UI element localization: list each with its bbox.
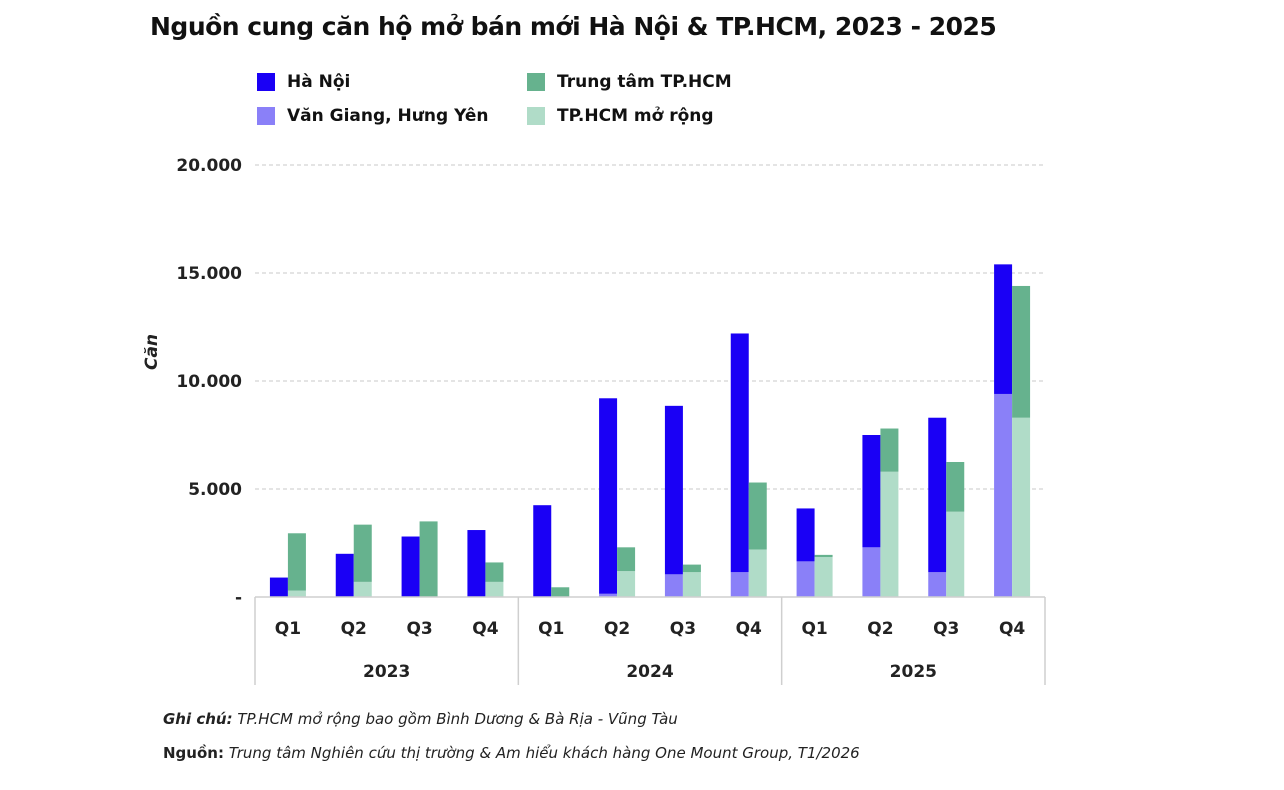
- bar-tp-hcm-m-r-ng: [287, 590, 306, 597]
- legend-label: TP.HCM mở rộng: [557, 106, 714, 126]
- x-tick-label: Q2: [867, 619, 893, 639]
- y-axis-label: Căn: [142, 334, 162, 370]
- legend-item-tphcm-mo-rong: TP.HCM mở rộng: [527, 106, 714, 126]
- x-tick-label: Q3: [933, 619, 959, 639]
- bar-v-n-giang-h-ng-y-n: [994, 393, 1013, 597]
- bar-h-n-i: [269, 577, 288, 597]
- x-tick-label: Q3: [406, 619, 432, 639]
- bar-trung-t-m-tp-hcm: [617, 547, 636, 572]
- x-tick-label: Q4: [736, 619, 762, 639]
- bar-trung-t-m-tp-hcm: [353, 524, 372, 582]
- bar-v-n-giang-h-ng-y-n: [862, 547, 881, 597]
- bar-trung-t-m-tp-hcm: [551, 587, 570, 597]
- legend-item-trung-tam-tphcm: Trung tâm TP.HCM: [527, 72, 732, 92]
- bar-v-n-giang-h-ng-y-n: [664, 574, 683, 597]
- x-group-label: 2023: [363, 662, 410, 682]
- bar-trung-t-m-tp-hcm: [682, 564, 701, 573]
- x-tick-label: Q4: [999, 619, 1025, 639]
- chart-title: Nguồn cung căn hộ mở bán mới Hà Nội & TP…: [150, 12, 997, 41]
- bar-tp-hcm-m-r-ng: [485, 581, 504, 597]
- bar-trung-t-m-tp-hcm: [814, 554, 833, 558]
- legend-swatch: [527, 107, 545, 125]
- note-label: Ghi chú:: [163, 710, 233, 728]
- bar-trung-t-m-tp-hcm: [419, 521, 438, 597]
- bar-tp-hcm-m-r-ng: [353, 581, 372, 597]
- x-tick-label: Q4: [472, 619, 498, 639]
- bar-trung-t-m-tp-hcm: [946, 462, 965, 512]
- bar-h-n-i: [467, 530, 486, 597]
- bar-tp-hcm-m-r-ng: [748, 549, 767, 597]
- bar-tp-hcm-m-r-ng: [1012, 417, 1031, 597]
- x-group-label: 2024: [626, 662, 673, 682]
- x-tick-label: Q1: [538, 619, 564, 639]
- y-tick-label: 15.000: [176, 264, 242, 284]
- bar-h-n-i: [730, 333, 749, 573]
- bar-tp-hcm-m-r-ng: [682, 572, 701, 597]
- bar-h-n-i: [862, 435, 881, 548]
- chart-note: Ghi chú: TP.HCM mở rộng bao gồm Bình Dươ…: [163, 710, 678, 728]
- source-text: Trung tâm Nghiên cứu thị trường & Am hiể…: [228, 744, 860, 762]
- y-tick-label: -: [235, 588, 242, 608]
- bar-v-n-giang-h-ng-y-n: [928, 572, 947, 597]
- x-tick-label: Q3: [670, 619, 696, 639]
- source-label: Nguồn:: [163, 744, 224, 762]
- bar-trung-t-m-tp-hcm: [287, 533, 306, 591]
- bar-tp-hcm-m-r-ng: [946, 511, 965, 597]
- x-tick-label: Q2: [341, 619, 367, 639]
- bar-h-n-i: [401, 536, 420, 597]
- bar-v-n-giang-h-ng-y-n: [599, 593, 618, 597]
- legend-item-van-giang: Văn Giang, Hưng Yên: [257, 106, 488, 126]
- legend-swatch: [257, 73, 275, 91]
- note-text: TP.HCM mở rộng bao gồm Bình Dương & Bà R…: [237, 710, 678, 728]
- legend-swatch: [257, 107, 275, 125]
- bar-tp-hcm-m-r-ng: [814, 557, 833, 597]
- bar-tp-hcm-m-r-ng: [617, 571, 636, 597]
- bar-h-n-i: [664, 405, 683, 575]
- bar-v-n-giang-h-ng-y-n: [796, 561, 815, 597]
- x-tick-label: Q1: [275, 619, 301, 639]
- chart-source: Nguồn: Trung tâm Nghiên cứu thị trường &…: [163, 744, 860, 762]
- bar-h-n-i: [796, 508, 815, 562]
- x-tick-label: Q1: [801, 619, 827, 639]
- y-tick-label: 10.000: [176, 372, 242, 392]
- bar-h-n-i: [533, 505, 552, 597]
- bar-h-n-i: [599, 398, 618, 594]
- legend-item-ha-noi: Hà Nội: [257, 72, 350, 92]
- legend-label: Trung tâm TP.HCM: [557, 72, 732, 92]
- legend-label: Văn Giang, Hưng Yên: [287, 106, 489, 126]
- bar-trung-t-m-tp-hcm: [748, 482, 767, 550]
- bar-trung-t-m-tp-hcm: [485, 562, 504, 582]
- bar-h-n-i: [994, 264, 1013, 394]
- bar-tp-hcm-m-r-ng: [880, 471, 899, 597]
- legend-label: Hà Nội: [287, 72, 351, 92]
- x-tick-label: Q2: [604, 619, 630, 639]
- bar-trung-t-m-tp-hcm: [880, 428, 899, 472]
- bar-trung-t-m-tp-hcm: [1012, 285, 1031, 418]
- y-tick-label: 20.000: [176, 156, 242, 176]
- bar-v-n-giang-h-ng-y-n: [730, 572, 749, 597]
- bar-h-n-i: [335, 553, 354, 597]
- legend-swatch: [527, 73, 545, 91]
- bar-h-n-i: [928, 417, 947, 573]
- x-group-label: 2025: [890, 662, 937, 682]
- y-tick-label: 5.000: [188, 480, 242, 500]
